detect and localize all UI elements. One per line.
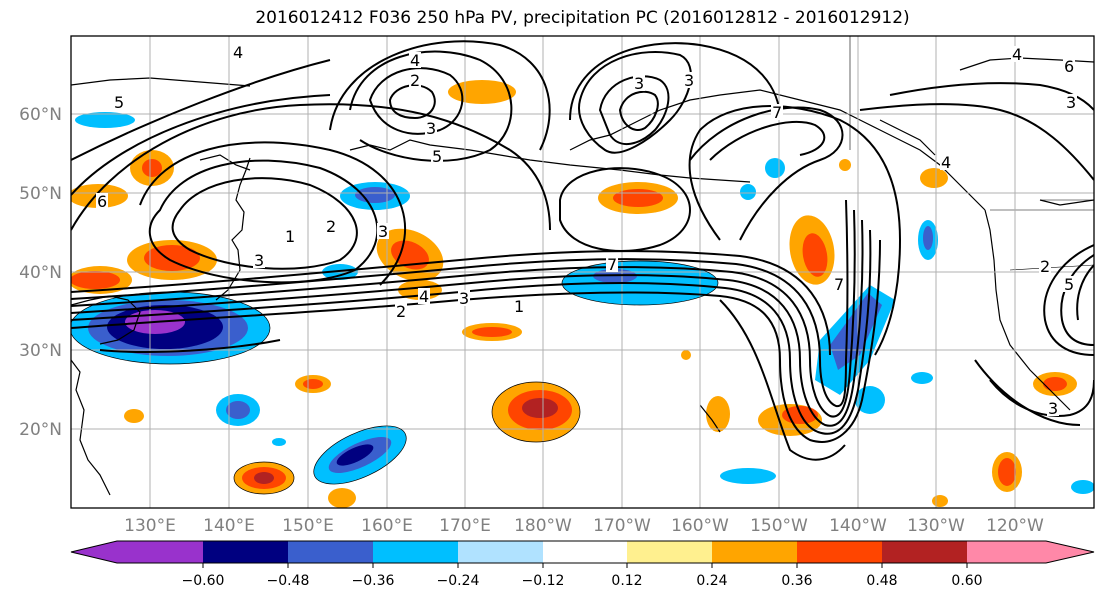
colorbar-tick-labels: −0.60 −0.48 −0.36 −0.24 −0.12 0.12 0.24 … xyxy=(182,573,983,589)
colorbar-tick-label: −0.48 xyxy=(267,573,310,589)
lon-label: 140°W xyxy=(829,516,887,536)
lat-label: 20°N xyxy=(19,420,62,440)
colorbar-segment xyxy=(71,541,117,563)
lon-label: 130°W xyxy=(907,516,965,536)
colorbar-segment xyxy=(288,541,373,563)
contour-label: 4 xyxy=(233,43,243,62)
contour-label: 3 xyxy=(684,71,694,90)
lon-label: 130°E xyxy=(124,516,176,536)
colorbar-tick-label: −0.24 xyxy=(437,573,480,589)
colorbar-outline xyxy=(70,540,1095,564)
lon-label: 160°E xyxy=(361,516,413,536)
contour-label: 1 xyxy=(514,297,524,316)
colorbar-tick-label: 0.12 xyxy=(611,573,642,589)
gridlines xyxy=(71,36,1094,508)
lat-label: 30°N xyxy=(19,341,62,361)
contour-label: 4 xyxy=(1012,45,1022,64)
colorbar-ticks xyxy=(202,563,968,568)
contour-label: 5 xyxy=(114,93,124,112)
contour-label: 3 xyxy=(254,251,264,270)
lon-label: 140°E xyxy=(203,516,255,536)
lon-label: 170°E xyxy=(439,516,491,536)
lon-label: 120°W xyxy=(986,516,1044,536)
pv-contours xyxy=(71,40,1094,461)
colorbar-segment xyxy=(967,541,1046,563)
contour-label: 6 xyxy=(1064,57,1074,76)
colorbar-segment xyxy=(797,541,882,563)
colorbar-tick-label: 0.48 xyxy=(866,573,897,589)
contour-label: 2 xyxy=(1040,257,1050,276)
map-title: 2016012412 F036 250 hPa PV, precipitatio… xyxy=(255,8,910,28)
contour-label: 6 xyxy=(97,192,107,211)
contour-label: 3 xyxy=(1048,399,1058,418)
lat-label: 50°N xyxy=(19,184,62,204)
colorbar-segment xyxy=(712,541,797,563)
contour-label: 7 xyxy=(772,103,782,122)
lon-label: 150°W xyxy=(750,516,808,536)
colorbar: −0.60 −0.48 −0.36 −0.24 −0.12 0.12 0.24 … xyxy=(70,540,1095,589)
map-frame xyxy=(70,35,1095,509)
precip-outlines xyxy=(71,260,719,495)
colorbar-segment xyxy=(373,541,458,563)
colorbar-tick-label: 0.36 xyxy=(781,573,812,589)
lon-label: 170°W xyxy=(593,516,651,536)
contour-label: 3 xyxy=(426,119,436,138)
lat-label: 40°N xyxy=(19,263,62,283)
longitude-labels: 130°E 140°E 150°E 160°E 170°E 180°W 170°… xyxy=(124,516,1044,536)
latitude-labels: 60°N 50°N 40°N 30°N 20°N xyxy=(19,105,62,440)
contour-label: 5 xyxy=(1064,275,1074,294)
colorbar-tick-label: −0.36 xyxy=(352,573,395,589)
lat-label: 60°N xyxy=(19,105,62,125)
colorbar-segment xyxy=(458,541,543,563)
colorbar-segment xyxy=(882,541,967,563)
colorbar-tick-label: −0.60 xyxy=(182,573,225,589)
contour-label: 3 xyxy=(378,222,388,241)
colorbar-segment xyxy=(1046,541,1094,563)
contour-label: 3 xyxy=(459,289,469,308)
contour-label: 4 xyxy=(419,287,429,306)
colorbar-tick-label: 0.24 xyxy=(696,573,727,589)
lon-label: 150°E xyxy=(282,516,334,536)
contour-label: 7 xyxy=(834,275,844,294)
lon-label: 180°W xyxy=(514,516,572,536)
colorbar-segment xyxy=(203,541,288,563)
contour-label: 4 xyxy=(410,51,420,70)
colorbar-tick-label: −0.12 xyxy=(522,573,565,589)
contour-label: 4 xyxy=(941,153,951,172)
contour-label: 2 xyxy=(410,71,420,90)
contour-label: 2 xyxy=(396,302,406,321)
colorbar-segment xyxy=(627,541,712,563)
contour-labels: 4 2 3 5 6 1 2 3 4 3 1 2 7 7 4 3 5 3 7 4 … xyxy=(96,43,1077,418)
colorbar-tick-label: 0.60 xyxy=(951,573,982,589)
contour-label: 5 xyxy=(432,147,442,166)
contour-label: 1 xyxy=(285,227,295,246)
colorbar-segment xyxy=(117,541,203,563)
contour-label: 7 xyxy=(607,255,617,274)
lon-label: 160°W xyxy=(671,516,729,536)
contour-label: 2 xyxy=(326,217,336,236)
contour-label: 3 xyxy=(634,74,644,93)
contour-label: 3 xyxy=(1066,93,1076,112)
colorbar-segment xyxy=(543,541,627,563)
